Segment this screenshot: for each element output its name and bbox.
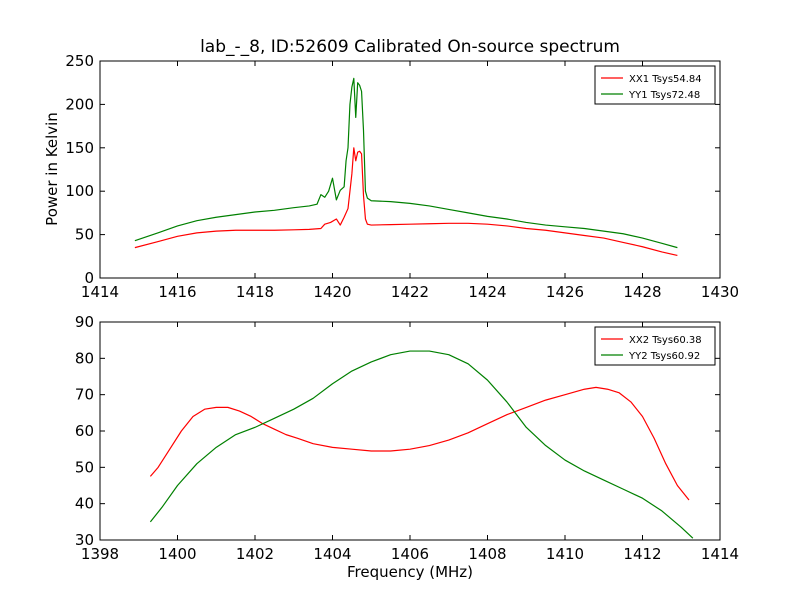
top-chart-y-tick-label: 100 bbox=[65, 182, 94, 200]
bottom-chart-x-tick-label: 1410 bbox=[546, 545, 584, 563]
bottom-chart: Frequency (MHz) 1398 1400 1402 1404 1406 1408… bbox=[75, 313, 739, 581]
bottom-chart-y-tick-label: 80 bbox=[75, 349, 94, 367]
bottom-chart-legend-box bbox=[594, 326, 716, 366]
top-chart-series-line-xx1 bbox=[134, 147, 678, 257]
top-chart-ticks-layer: 1414 1416 1418 1420 1422 1424 1426 1428 1430 0 50 1… bbox=[65, 52, 739, 301]
top-chart-title: lab_-_8, ID:52609 Calibrated On-source s… bbox=[200, 37, 620, 57]
bottom-chart-x-tick-label: 1406 bbox=[391, 545, 429, 563]
top-chart-x-tick-label: 1418 bbox=[236, 283, 274, 301]
bottom-chart-x-tick-label: 1404 bbox=[313, 545, 351, 563]
top-chart-x-tick-label: 1428 bbox=[623, 283, 661, 301]
top-chart-y-tick-label: 200 bbox=[65, 95, 94, 113]
top-chart-legend-box bbox=[594, 65, 716, 105]
bottom-chart-y-tick-label: 40 bbox=[75, 495, 94, 513]
top-chart-legend-label-xx1: XX1 Tsys54.84 bbox=[629, 74, 702, 85]
bottom-chart-series-layer bbox=[149, 350, 694, 539]
bottom-chart-y-tick-label: 70 bbox=[75, 386, 94, 404]
bottom-chart-legend-label-xx2: XX2 Tsys60.38 bbox=[629, 335, 702, 346]
top-chart-series-line-yy1 bbox=[134, 77, 678, 249]
top-chart-x-tick-label: 1414 bbox=[81, 283, 119, 301]
bottom-chart-y-tick-label: 60 bbox=[75, 422, 94, 440]
bottom-chart-axes-frame bbox=[99, 321, 721, 541]
bottom-chart-legend-label-yy2: YY2 Tsys60.92 bbox=[628, 351, 700, 362]
top-chart-y-axis-label: Power in Kelvin bbox=[43, 112, 61, 226]
bottom-chart-y-tick-label: 30 bbox=[75, 531, 94, 549]
bottom-chart-x-tick-label: 1412 bbox=[623, 545, 661, 563]
bottom-chart-x-tick-label: 1402 bbox=[236, 545, 274, 563]
top-chart-y-tick-label: 250 bbox=[65, 52, 94, 70]
top-chart-legend: XX1 Tsys54.84 YY1 Tsys72.48 bbox=[594, 65, 716, 105]
top-chart: lab_-_8, ID:52609 Calibrated On-source s… bbox=[43, 37, 739, 301]
top-chart-y-tick-label: 50 bbox=[75, 226, 94, 244]
top-chart-legend-label-yy1: YY1 Tsys72.48 bbox=[628, 90, 700, 101]
bottom-chart-y-tick-label: 50 bbox=[75, 458, 94, 476]
bottom-chart-x-tick-label: 1408 bbox=[468, 545, 506, 563]
top-chart-x-tick-label: 1424 bbox=[468, 283, 506, 301]
bottom-chart-series-line-xx2 bbox=[149, 386, 690, 501]
bottom-chart-y-tick-label: 90 bbox=[75, 313, 94, 331]
bottom-chart-series-line-yy2 bbox=[149, 350, 694, 539]
bottom-chart-ticks-layer: 1398 1400 1402 1404 1406 1408 1410 1412 1414 30 40… bbox=[75, 313, 739, 563]
bottom-chart-x-tick-label: 1414 bbox=[701, 545, 739, 563]
top-chart-y-tick-label: 150 bbox=[65, 139, 94, 157]
top-chart-x-tick-label: 1422 bbox=[391, 283, 429, 301]
top-chart-x-tick-label: 1420 bbox=[313, 283, 351, 301]
top-chart-axes-frame bbox=[99, 60, 721, 279]
bottom-chart-legend: XX2 Tsys60.38 YY2 Tsys60.92 bbox=[594, 326, 716, 366]
bottom-chart-x-tick-label: 1400 bbox=[158, 545, 196, 563]
bottom-chart-x-tick-label: 1398 bbox=[81, 545, 119, 563]
bottom-chart-x-axis-label: Frequency (MHz) bbox=[347, 563, 473, 581]
top-chart-x-tick-label: 1430 bbox=[701, 283, 739, 301]
top-chart-x-tick-label: 1416 bbox=[158, 283, 196, 301]
top-chart-series-layer bbox=[134, 77, 678, 257]
top-chart-x-tick-label: 1426 bbox=[546, 283, 584, 301]
top-chart-y-tick-label: 0 bbox=[84, 269, 94, 287]
